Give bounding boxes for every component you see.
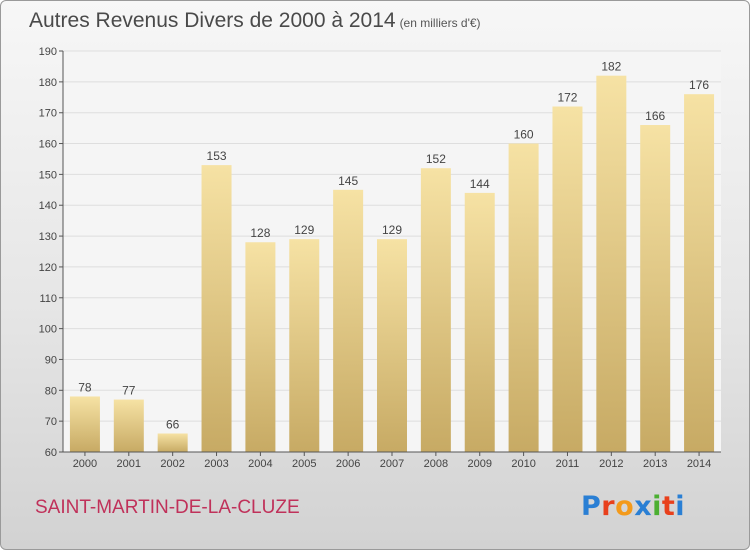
x-tick-label-2012: 2012: [599, 458, 623, 470]
labels: 60 70 80 90 100 110 120 130 140 150 160 170 180 190 78…: [39, 46, 712, 470]
value-label-2005: 129: [294, 223, 314, 237]
chart-title: Autres Revenus Divers de 2000 à 2014 (en …: [29, 9, 481, 33]
commune-name: SAINT-MARTIN-DE-LA-CLUZE: [35, 497, 300, 518]
x-tick-label-2005: 2005: [292, 458, 316, 470]
logo-letter: P: [581, 491, 602, 522]
y-tick-label: 180: [39, 77, 57, 89]
logo-letter: i: [675, 491, 686, 522]
bar-2007: [377, 239, 407, 452]
bar-2010: [508, 143, 539, 453]
logo-letter: i: [652, 491, 662, 522]
y-tick-label: 170: [39, 108, 57, 120]
bar-2012: [596, 75, 627, 452]
value-label-2009: 144: [470, 177, 490, 191]
bar-2001: [113, 399, 144, 452]
y-tick-label: 120: [39, 262, 57, 274]
bar-2014: [684, 94, 715, 452]
bar-2002: [157, 433, 188, 452]
value-label-2011: 172: [557, 91, 577, 105]
y-tick-label: 90: [45, 354, 57, 366]
y-tick-label: 140: [39, 200, 57, 212]
value-label-2008: 152: [426, 152, 446, 166]
x-tick-label-2006: 2006: [336, 458, 360, 470]
value-label-2000: 78: [78, 380, 92, 394]
x-tick-label-2011: 2011: [556, 458, 580, 470]
bar-2000: [69, 396, 100, 452]
x-tick-label-2000: 2000: [73, 458, 97, 470]
logo-letter: t: [661, 491, 676, 522]
logo-letter: r: [601, 491, 616, 522]
proxiti-logo[interactable]: Proxiti: [581, 491, 685, 522]
x-tick-label-2010: 2010: [511, 458, 535, 470]
value-label-2006: 145: [338, 174, 358, 188]
bar-2008: [420, 168, 451, 452]
x-tick-label-2013: 2013: [643, 458, 667, 470]
bar-2003: [201, 165, 232, 452]
value-label-2013: 166: [645, 109, 665, 123]
y-tick-label: 100: [39, 324, 57, 336]
value-label-2003: 153: [207, 149, 227, 163]
bar-2005: [289, 239, 320, 452]
bar-2006: [333, 189, 364, 453]
x-tick-label-2001: 2001: [117, 458, 141, 470]
bar-2009: [464, 192, 495, 452]
y-tick-label: 110: [39, 293, 57, 305]
x-tick-label-2002: 2002: [160, 458, 184, 470]
axes: [59, 50, 721, 456]
bar-2011: [552, 106, 583, 453]
y-tick-label: 60: [45, 447, 57, 459]
value-label-2007: 129: [382, 223, 402, 237]
x-tick-label-2009: 2009: [467, 458, 491, 470]
value-label-2012: 182: [601, 60, 621, 74]
value-label-2004: 128: [250, 226, 270, 240]
y-tick-label: 160: [39, 139, 57, 151]
y-tick-label: 150: [39, 169, 57, 181]
logo-letter: x: [634, 491, 653, 522]
y-tick-label: 190: [39, 46, 57, 58]
x-tick-label-2004: 2004: [248, 458, 272, 470]
value-label-2014: 176: [689, 78, 709, 92]
chart-title-text: Autres Revenus Divers de 2000 à 2014: [29, 9, 396, 32]
x-tick-label-2014: 2014: [687, 458, 711, 470]
x-tick-label-2003: 2003: [204, 458, 228, 470]
y-tick-label: 130: [39, 231, 57, 243]
y-tick-label: 80: [45, 385, 57, 397]
chart-unit: (en milliers d'€): [399, 16, 481, 30]
logo-letter: o: [615, 491, 635, 522]
bar-2004: [245, 242, 276, 452]
x-tick-label-2007: 2007: [380, 458, 404, 470]
value-label-2010: 160: [514, 128, 534, 142]
bar-2013: [640, 125, 671, 453]
bars: [69, 75, 715, 453]
x-tick-label-2008: 2008: [424, 458, 448, 470]
y-tick-label: 70: [45, 416, 57, 428]
value-label-2002: 66: [166, 417, 180, 431]
value-label-2001: 77: [122, 384, 136, 398]
